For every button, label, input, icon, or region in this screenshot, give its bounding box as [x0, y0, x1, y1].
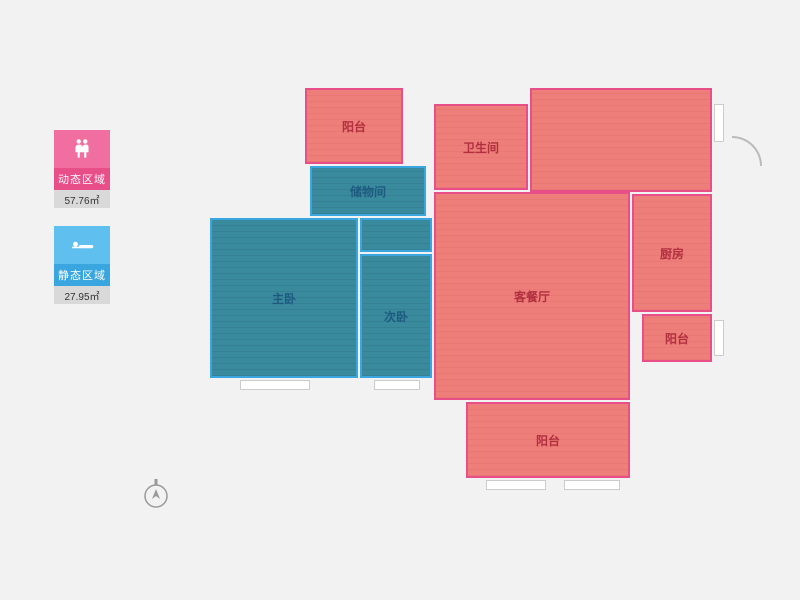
room-label: 阳台: [665, 330, 689, 347]
legend-static-value: 27.95㎡: [54, 286, 110, 304]
window-marker: [486, 480, 546, 490]
room-blue-corridor: [360, 218, 432, 252]
room-label: 厨房: [660, 245, 684, 262]
legend-dynamic-value: 57.76㎡: [54, 190, 110, 208]
room-balcony-top: 阳台: [305, 88, 403, 164]
sleep-icon: [54, 226, 110, 264]
legend-dynamic: 动态区域 57.76㎡: [54, 130, 110, 208]
legend-static-title: 静态区域: [54, 264, 110, 286]
floor-plan: 阳台卫生间客餐厅厨房阳台阳台储物间主卧次卧: [210, 88, 750, 508]
legend: 动态区域 57.76㎡ 静态区域 27.95㎡: [54, 130, 110, 322]
people-icon: [54, 130, 110, 168]
window-marker: [374, 380, 420, 390]
room-bathroom: 卫生间: [434, 104, 528, 190]
room-label: 阳台: [536, 432, 560, 449]
room-label: 卫生间: [463, 139, 499, 156]
room-label: 次卧: [384, 308, 408, 325]
room-label: 客餐厅: [514, 288, 550, 305]
room-kitchen: 厨房: [632, 194, 712, 312]
window-marker: [714, 320, 724, 356]
room-living-top: [530, 88, 712, 192]
compass-icon: [138, 475, 174, 511]
room-living-dining: 客餐厅: [434, 192, 630, 400]
legend-static: 静态区域 27.95㎡: [54, 226, 110, 304]
room-balcony-right: 阳台: [642, 314, 712, 362]
room-label: 储物间: [350, 183, 386, 200]
room-master-bed: 主卧: [210, 218, 358, 378]
window-marker: [564, 480, 620, 490]
window-marker: [240, 380, 310, 390]
room-label: 阳台: [342, 118, 366, 135]
window-marker: [714, 104, 724, 142]
room-label: 主卧: [272, 290, 296, 307]
room-balcony-bottom: 阳台: [466, 402, 630, 478]
room-second-bed: 次卧: [360, 254, 432, 378]
legend-dynamic-title: 动态区域: [54, 168, 110, 190]
room-storage: 储物间: [310, 166, 426, 216]
